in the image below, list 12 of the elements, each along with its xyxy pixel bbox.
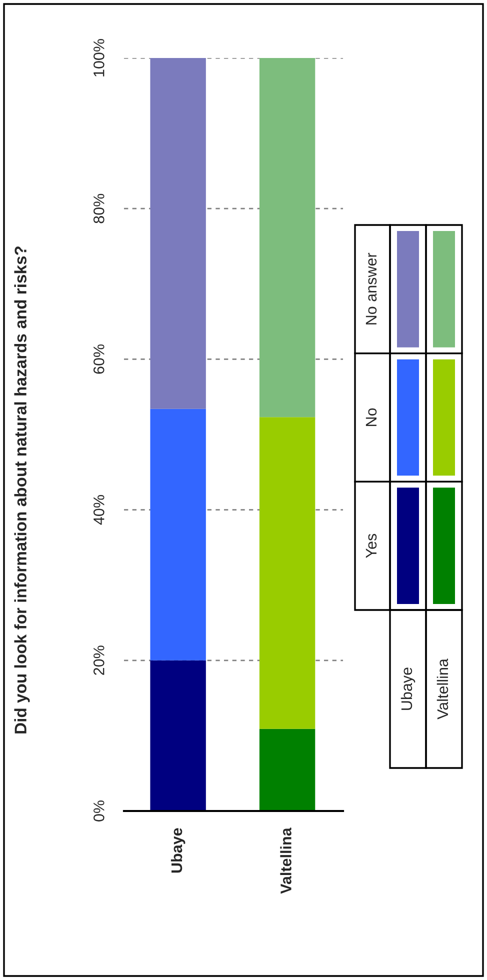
y-tick-label: 0% [93, 800, 104, 822]
text: Yes [366, 534, 377, 558]
category-label: Valtellina [436, 658, 448, 720]
text: No [366, 408, 377, 426]
y-tick-label: 60% [93, 344, 104, 374]
y-tick-label: 20% [93, 646, 104, 675]
text: Did you look for information about natural hazards and risks? [14, 246, 30, 734]
y-tick-label: 100% [93, 39, 104, 76]
y-tick-label: 80% [93, 194, 104, 224]
y-tick-label: 40% [93, 495, 104, 525]
text: No answer [366, 252, 377, 324]
category-label: Ubaye [400, 668, 416, 710]
